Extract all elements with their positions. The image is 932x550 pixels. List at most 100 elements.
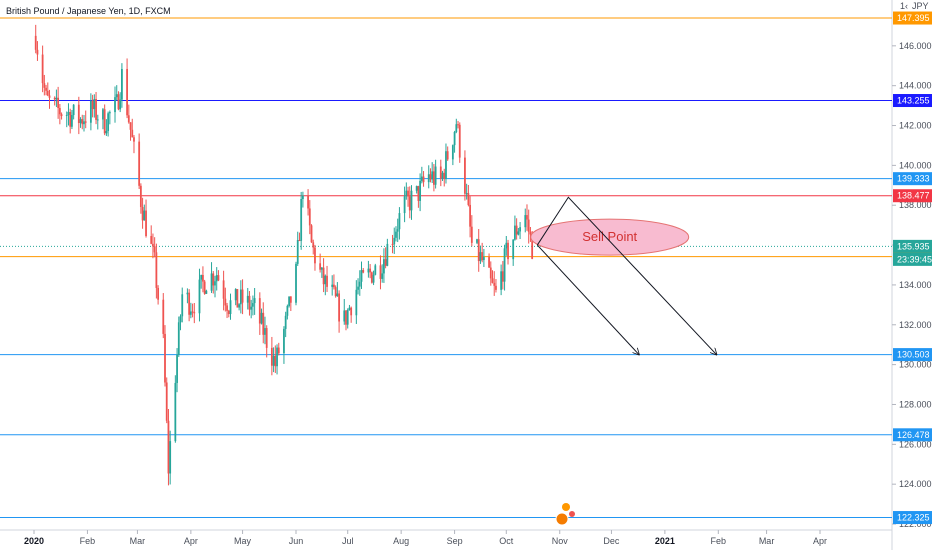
news-icon[interactable] — [555, 503, 575, 526]
candle-body — [115, 94, 118, 98]
candle-body — [514, 225, 516, 240]
candle-body — [298, 240, 301, 242]
level-tag: 122.325 — [893, 511, 932, 525]
candle-body — [138, 141, 141, 186]
candle-body — [238, 304, 241, 308]
candle-body — [465, 193, 468, 195]
drawings: Sell Point — [530, 196, 717, 355]
time-tick-label: Nov — [552, 536, 569, 546]
price-tick-label: 126.000 — [899, 439, 932, 449]
candle-body — [84, 121, 87, 123]
candle-body — [77, 104, 80, 124]
candle-body — [217, 275, 220, 281]
candle-body — [177, 322, 180, 355]
candle-body — [307, 195, 309, 209]
candle-body — [453, 131, 456, 146]
candle-body — [143, 210, 146, 221]
candle-body — [276, 347, 278, 367]
candle-body — [252, 303, 254, 307]
candle-body — [191, 311, 194, 313]
candle-body — [333, 284, 335, 288]
candle-body — [479, 252, 482, 262]
candle-body — [165, 382, 168, 421]
candle-body — [507, 242, 509, 260]
last-price-tag-text: 135.935 — [897, 241, 930, 251]
projection-arrow — [536, 244, 639, 355]
candle-body — [53, 97, 56, 100]
candle-body — [264, 328, 266, 335]
candle-body — [362, 270, 365, 273]
candle-body — [57, 97, 60, 108]
candle-body — [169, 441, 172, 474]
candle-body — [167, 420, 170, 474]
candle-body — [476, 239, 478, 243]
candle-body — [214, 281, 216, 286]
time-axis[interactable]: 2020 Feb Mar Apr May Jun Jul Aug Sep Oct Nov Dec 202… — [24, 530, 827, 546]
level-tag-bg — [893, 428, 932, 442]
candle-body — [205, 290, 208, 294]
level-tag: 126.478 — [893, 428, 932, 442]
price-tick-label: 138.000 — [899, 200, 932, 210]
candle-body — [386, 243, 389, 266]
time-tick-label: 2020 — [24, 536, 44, 546]
candle-body — [491, 278, 494, 283]
candle-body — [79, 119, 82, 124]
candle-body — [419, 180, 422, 201]
candle-body — [322, 267, 325, 285]
candle-body — [155, 252, 158, 288]
candle-body — [433, 171, 435, 185]
candle-body — [193, 312, 196, 314]
candle-body — [127, 115, 130, 123]
candle-body — [96, 119, 99, 121]
candle-body — [34, 35, 37, 50]
level-tag-bg — [893, 172, 932, 186]
earnings-badge-icon — [555, 512, 569, 526]
candle-body — [495, 285, 497, 290]
candle-body — [348, 307, 351, 311]
candle-body — [262, 312, 265, 335]
candle-body — [103, 109, 106, 134]
candle-body — [227, 310, 230, 315]
candle-body — [464, 157, 466, 194]
candle-body — [457, 124, 459, 126]
candle-body — [331, 284, 334, 287]
candle-body — [234, 289, 237, 301]
candle-body — [417, 186, 420, 201]
candle-body — [95, 99, 97, 120]
time-tick-label: Apr — [813, 536, 827, 546]
candle-body — [133, 137, 135, 142]
candle-body — [150, 236, 153, 244]
candle-body — [89, 100, 92, 123]
candle-body — [370, 272, 373, 283]
candle-body — [314, 247, 316, 264]
candle-body — [210, 273, 213, 291]
candle-body — [493, 282, 496, 286]
level-tag-bg — [893, 189, 932, 203]
candle-body — [420, 176, 423, 181]
candle-body — [152, 243, 154, 247]
candle-body — [181, 294, 184, 317]
candle-body — [176, 354, 178, 383]
candle-body — [524, 215, 527, 228]
candle-body — [67, 111, 70, 115]
candle-body — [367, 268, 370, 273]
candle-body — [441, 172, 444, 179]
candle-body — [265, 328, 268, 348]
candle-body — [174, 382, 177, 442]
candle-body — [179, 316, 182, 323]
level-tag-text: 139.333 — [897, 174, 930, 184]
candle-body — [55, 97, 58, 100]
candle-body — [93, 99, 96, 110]
level-tag: 147.395 — [893, 11, 932, 25]
candle-body — [295, 263, 297, 303]
time-tick-label: Mar — [759, 536, 775, 546]
candle-body — [343, 310, 346, 322]
candle-body — [248, 295, 251, 310]
candle-body — [501, 271, 504, 282]
candle-body — [398, 213, 401, 230]
time-tick-label: Aug — [393, 536, 409, 546]
price-tick-label: 144.000 — [899, 81, 932, 91]
candle-body — [119, 99, 122, 110]
candle-body — [105, 131, 108, 134]
